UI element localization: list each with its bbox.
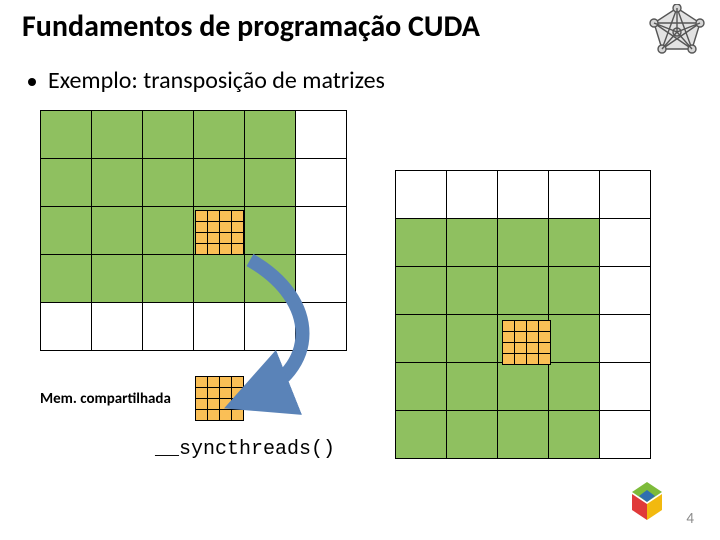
source-matrix-grid xyxy=(40,110,347,351)
color-logo-icon xyxy=(622,480,672,522)
shared-mem-tile xyxy=(195,376,244,421)
source-tile xyxy=(195,210,244,255)
slide-title: Fundamentos de programação CUDA xyxy=(22,8,480,45)
syncthreads-label: __syncthreads() xyxy=(155,438,335,461)
dest-tile xyxy=(502,320,551,365)
page-number: 4 xyxy=(686,510,694,528)
bullet-text: Exemplo: transposição de matrizes xyxy=(48,66,385,95)
bullet-dot-icon xyxy=(28,78,36,86)
shared-mem-label: Mem. compartilhada xyxy=(40,390,171,408)
wireframe-logo-icon xyxy=(648,4,706,58)
dest-matrix-grid xyxy=(395,170,651,459)
bullet-line: Exemplo: transposição de matrizes xyxy=(28,66,385,95)
